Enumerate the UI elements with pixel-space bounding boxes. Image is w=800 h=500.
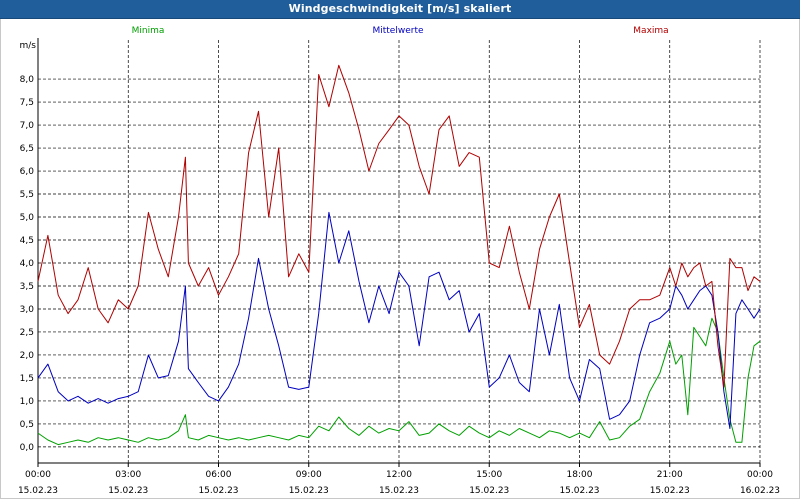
y-tick-label: 0,5: [20, 420, 34, 430]
y-tick-label: 4,0: [20, 259, 35, 269]
legend-mittelwerte: Mittelwerte: [372, 26, 423, 36]
y-tick-label: 8,0: [20, 75, 35, 85]
series-lines: [37, 64, 761, 446]
y-tick-label: 5,0: [20, 213, 35, 223]
series-line-minima: [37, 317, 761, 446]
x-tick-date-label: 15.02.23: [650, 486, 690, 496]
labels: 0,0 0,5 1,0 1,5 2,0 2,5 3,0 3,5 4,0 4,5 5,0 5,5 6,0 6…: [18, 26, 780, 496]
axes: [37, 38, 761, 467]
y-tick-label: 7,5: [20, 98, 34, 108]
y-tick-label: 3,0: [20, 305, 35, 315]
x-tick-date-label: 15.02.23: [18, 486, 58, 496]
y-tick-label: 0,0: [20, 443, 35, 453]
series-line-mittelwerte: [37, 211, 761, 429]
y-tick-label: 7,0: [20, 121, 35, 131]
y-tick-label: 1,5: [20, 374, 34, 384]
x-tick-date-label: 15.02.23: [108, 486, 148, 496]
x-tick-time-label: 00:00: [747, 470, 773, 480]
grid: [37, 40, 761, 463]
series-line-maxima: [37, 64, 761, 388]
x-tick-time-label: 18:00: [567, 470, 593, 480]
chart-title: Windgeschwindigkeit [m/s] skaliert: [288, 2, 512, 15]
x-tick-time-label: 06:00: [206, 470, 232, 480]
x-tick-date-label: 15.02.23: [469, 486, 509, 496]
y-tick-label: 2,5: [20, 328, 34, 338]
y-tick-label: 1,0: [20, 397, 35, 407]
x-tick-time-label: 12:00: [386, 470, 412, 480]
x-tick-date-label: 16.02.23: [740, 486, 780, 496]
legend-maxima: Maxima: [633, 26, 668, 36]
title-bar: Windgeschwindigkeit [m/s] skaliert: [0, 0, 800, 19]
x-tick-time-label: 09:00: [296, 470, 322, 480]
y-tick-label: 6,5: [20, 144, 34, 154]
y-tick-label: 2,0: [20, 351, 35, 361]
y-tick-label: 6,0: [20, 167, 35, 177]
legend-minima: Minima: [132, 26, 165, 36]
x-tick-time-label: 03:00: [115, 470, 141, 480]
y-axis-unit-label: m/s: [20, 41, 37, 51]
y-tick-label: 4,5: [20, 236, 34, 246]
x-tick-time-label: 00:00: [25, 470, 51, 480]
x-tick-time-label: 21:00: [657, 470, 683, 480]
y-tick-label: 5,5: [20, 190, 34, 200]
x-tick-time-label: 15:00: [476, 470, 502, 480]
y-tick-label: 3,5: [20, 282, 34, 292]
x-tick-date-label: 15.02.23: [289, 486, 329, 496]
x-tick-date-label: 15.02.23: [559, 486, 599, 496]
x-tick-date-label: 15.02.23: [379, 486, 419, 496]
x-tick-date-label: 15.02.23: [198, 486, 238, 496]
